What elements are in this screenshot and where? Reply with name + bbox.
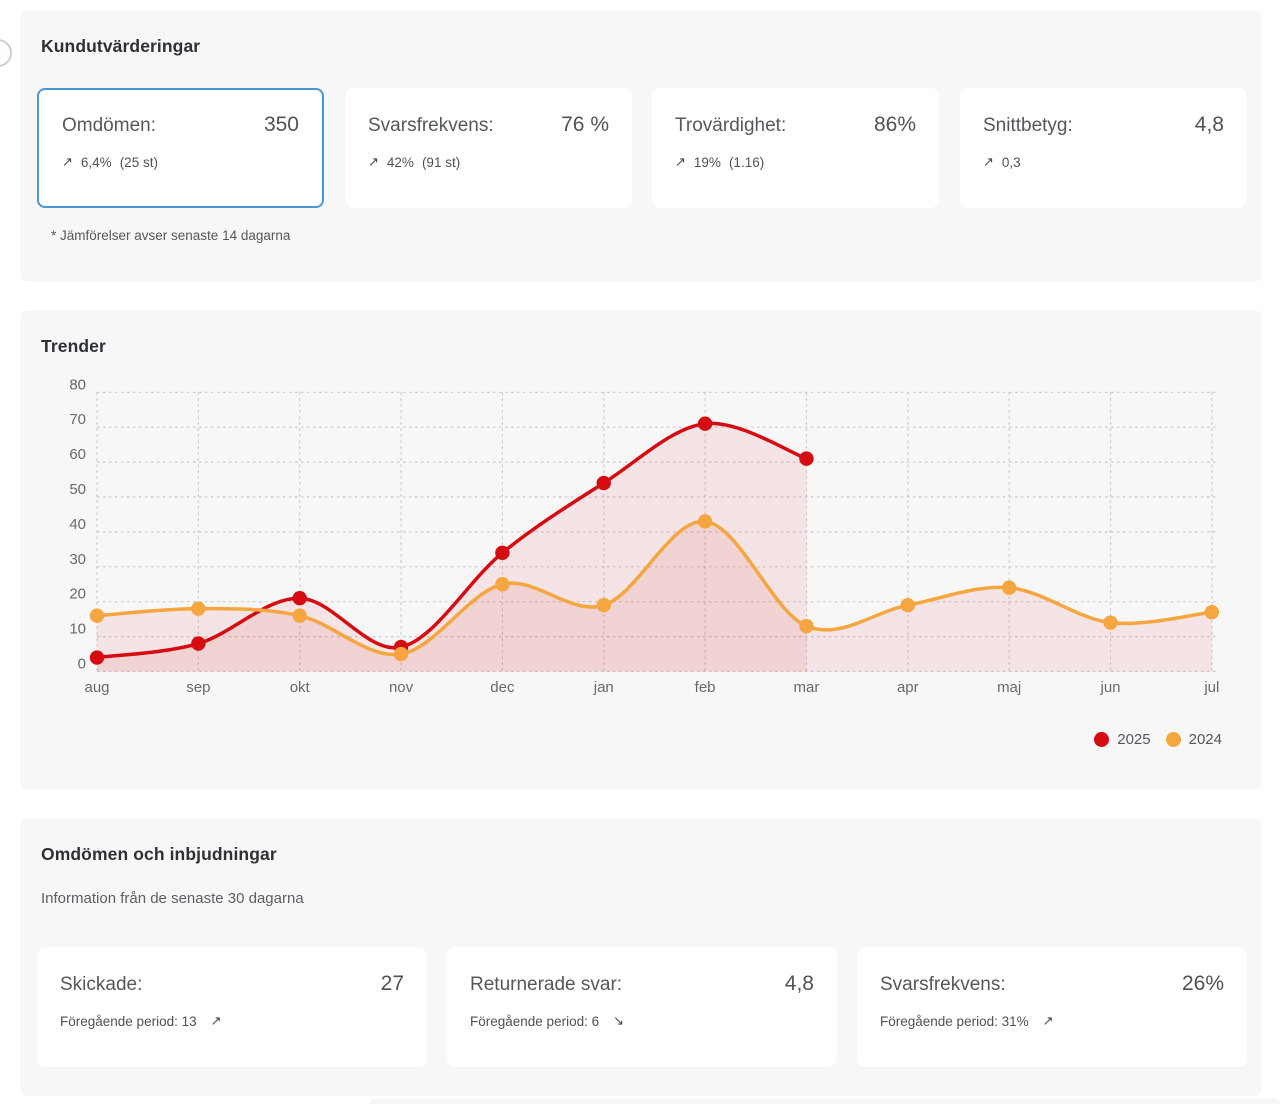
svg-text:20: 20 bbox=[69, 586, 86, 603]
legend-dot-2025 bbox=[1094, 732, 1110, 747]
trend-up-icon: ↗ bbox=[62, 154, 73, 169]
next-row-hint bbox=[370, 1099, 1280, 1104]
svg-text:60: 60 bbox=[69, 446, 86, 463]
kpi-card-svarsfrekvens[interactable]: Svarsfrekvens: 76 % ↗ 42% (91 st) bbox=[345, 88, 632, 208]
svg-text:50: 50 bbox=[69, 481, 86, 498]
svg-text:70: 70 bbox=[69, 411, 86, 428]
stat-label: Skickade: bbox=[60, 974, 143, 995]
kpi-change: 6,4% bbox=[80, 154, 112, 170]
stat-value: 26% bbox=[1181, 972, 1224, 995]
stat-value: 27 bbox=[380, 972, 404, 995]
svg-text:mar: mar bbox=[794, 679, 820, 696]
trend-up-icon: ↗ bbox=[675, 154, 686, 169]
kpi-card-snittbetyg[interactable]: Snittbetyg: 4,8 ↗ 0,3 bbox=[960, 88, 1247, 208]
stat-previous: Föregående period: 31% bbox=[880, 1013, 1029, 1029]
kpi-change-detail: (1.16) bbox=[728, 154, 765, 170]
chart-legend: 2025 2024 bbox=[1094, 731, 1222, 748]
trend-chart: 0 10 20 30 40 50 60 70 80 aug sep okt nov dec jan feb ma… bbox=[69, 376, 1219, 696]
kpi-section-title: Kundutvärderingar bbox=[41, 36, 201, 56]
legend-item-2025[interactable]: 2025 bbox=[1094, 731, 1151, 748]
kpi-card-trovardighet[interactable]: Trovärdighet: 86% ↗ 19% (1.16) bbox=[652, 88, 939, 208]
trend-up-icon: ↗ bbox=[210, 1013, 222, 1028]
trend-panel: Trender 0 10 20 30 40 50 60 70 80 aug sep okt nov dec… bbox=[20, 310, 1262, 790]
kpi-label: Snittbetyg: bbox=[983, 115, 1073, 136]
reviews-panel: Omdömen och inbjudningar Information frå… bbox=[20, 818, 1262, 1096]
kpi-value: 4,8 bbox=[1194, 113, 1224, 136]
svg-text:okt: okt bbox=[290, 679, 311, 696]
kpi-panel: Kundutvärderingar Omdömen: 350 ↗ 6,4% (2… bbox=[20, 10, 1262, 282]
stat-previous: Föregående period: 13 bbox=[60, 1013, 197, 1029]
trend-up-icon: ↗ bbox=[983, 154, 994, 169]
comparison-footnote: * Jämförelser avser senaste 14 dagarna bbox=[51, 228, 291, 243]
stat-label: Returnerade svar: bbox=[470, 974, 623, 995]
kpi-change-detail: (25 st) bbox=[119, 154, 158, 170]
trend-up-icon: ↗ bbox=[368, 154, 379, 169]
kpi-change: 42% bbox=[386, 154, 414, 170]
svg-text:40: 40 bbox=[69, 516, 86, 533]
kpi-label: Omdömen: bbox=[62, 115, 156, 136]
stat-card-svarsfrekvens: Svarsfrekvens: 26% Föregående period: 31… bbox=[857, 947, 1247, 1067]
kpi-value: 350 bbox=[263, 113, 299, 136]
kpi-value: 76 % bbox=[561, 113, 609, 136]
legend-label: 2024 bbox=[1188, 731, 1222, 748]
edge-floating-button[interactable] bbox=[0, 39, 12, 67]
svg-text:aug: aug bbox=[84, 679, 109, 696]
svg-text:80: 80 bbox=[69, 376, 86, 393]
legend-item-2024[interactable]: 2024 bbox=[1165, 731, 1222, 748]
stat-label: Svarsfrekvens: bbox=[880, 974, 1006, 995]
svg-text:jun: jun bbox=[1099, 679, 1120, 696]
svg-text:30: 30 bbox=[69, 551, 86, 568]
reviews-section-subtitle: Information från de senaste 30 dagarna bbox=[41, 890, 304, 907]
svg-text:apr: apr bbox=[897, 679, 919, 696]
svg-text:jul: jul bbox=[1203, 679, 1219, 696]
svg-text:jan: jan bbox=[593, 679, 614, 696]
svg-text:sep: sep bbox=[186, 679, 210, 696]
stat-card-skickade: Skickade: 27 Föregående period: 13 ↗ bbox=[37, 947, 427, 1067]
stat-value: 4,8 bbox=[784, 972, 814, 995]
stat-previous: Föregående period: 6 bbox=[470, 1013, 600, 1029]
trend-up-icon: ↗ bbox=[1042, 1013, 1054, 1028]
svg-text:maj: maj bbox=[997, 679, 1021, 696]
svg-text:dec: dec bbox=[490, 679, 515, 696]
kpi-change: 0,3 bbox=[1001, 154, 1021, 170]
svg-text:0: 0 bbox=[78, 656, 86, 673]
trend-down-icon: ↘ bbox=[613, 1013, 624, 1028]
trend-chart-container: 0 10 20 30 40 50 60 70 80 aug sep okt nov dec jan feb ma… bbox=[20, 310, 1262, 790]
legend-dot-2024 bbox=[1165, 732, 1181, 747]
kpi-label: Trovärdighet: bbox=[675, 115, 787, 136]
kpi-change: 19% bbox=[693, 154, 721, 170]
kpi-label: Svarsfrekvens: bbox=[368, 115, 494, 136]
stat-card-returnerade-svar: Returnerade svar: 4,8 Föregående period:… bbox=[447, 947, 837, 1067]
svg-text:feb: feb bbox=[695, 679, 716, 696]
trend-section-title: Trender bbox=[41, 336, 106, 356]
kpi-change-detail: (91 st) bbox=[421, 154, 461, 170]
legend-label: 2025 bbox=[1117, 731, 1151, 748]
reviews-section-title: Omdömen och inbjudningar bbox=[41, 844, 277, 864]
svg-text:10: 10 bbox=[69, 621, 86, 638]
kpi-value: 86% bbox=[873, 113, 916, 136]
svg-text:nov: nov bbox=[389, 679, 414, 696]
kpi-card-omdomen[interactable]: Omdömen: 350 ↗ 6,4% (25 st) bbox=[37, 88, 324, 208]
